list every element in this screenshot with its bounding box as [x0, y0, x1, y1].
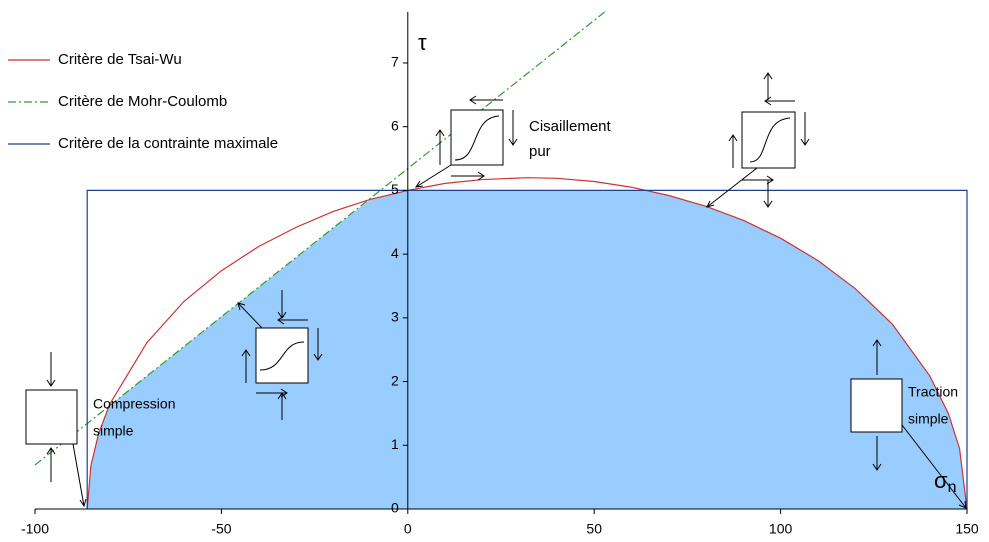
series-line [86, 177, 968, 510]
legend-label: Critère de Tsai-Wu [58, 51, 182, 68]
icon-traction [850, 339, 967, 509]
icon-compression [25, 352, 87, 508]
annotation: simple [93, 423, 134, 439]
icon-shear-pur [414, 95, 518, 188]
y-tick-label: 5 [391, 181, 399, 197]
y-tick-label: 6 [391, 117, 399, 133]
y-tick-label: 2 [391, 372, 399, 388]
annotation: Compression [93, 396, 175, 412]
envelope-area [87, 190, 967, 509]
x-tick-label: 150 [955, 521, 979, 537]
y-axis-label: τ [418, 30, 427, 55]
x-tick-label: 0 [404, 521, 412, 537]
y-tick-label: 7 [391, 54, 399, 70]
annotation: Traction [908, 384, 958, 400]
x-axis-subscript: n [948, 479, 957, 496]
x-tick-label: 50 [586, 521, 602, 537]
annotation: pur [529, 143, 551, 160]
y-tick-label: 3 [391, 309, 399, 325]
icon-shear-compression [237, 290, 323, 420]
legend-label: Critère de la contrainte maximale [58, 135, 278, 152]
series-line [86, 189, 968, 509]
annotation: Cisaillement [529, 118, 612, 135]
series-line [34, 11, 606, 466]
x-tick-label: -100 [21, 521, 49, 537]
y-tick-label: 4 [391, 245, 399, 261]
icon-shear-traction [706, 72, 810, 208]
legend-label: Critère de Mohr-Coulomb [58, 93, 227, 110]
x-tick-label: 100 [769, 521, 793, 537]
x-axis-label: σn [934, 468, 956, 496]
annotation: simple [908, 411, 949, 427]
x-tick-label: -50 [211, 521, 231, 537]
plot-area: -100 -50 0 50 100 150 0 1 2 3 4 5 6 7 Critère de Tsai-… [8, 11, 979, 537]
x-axis-symbol: σ [934, 468, 948, 493]
y-tick-label: 1 [391, 436, 399, 452]
y-tick-label: 0 [391, 500, 399, 516]
